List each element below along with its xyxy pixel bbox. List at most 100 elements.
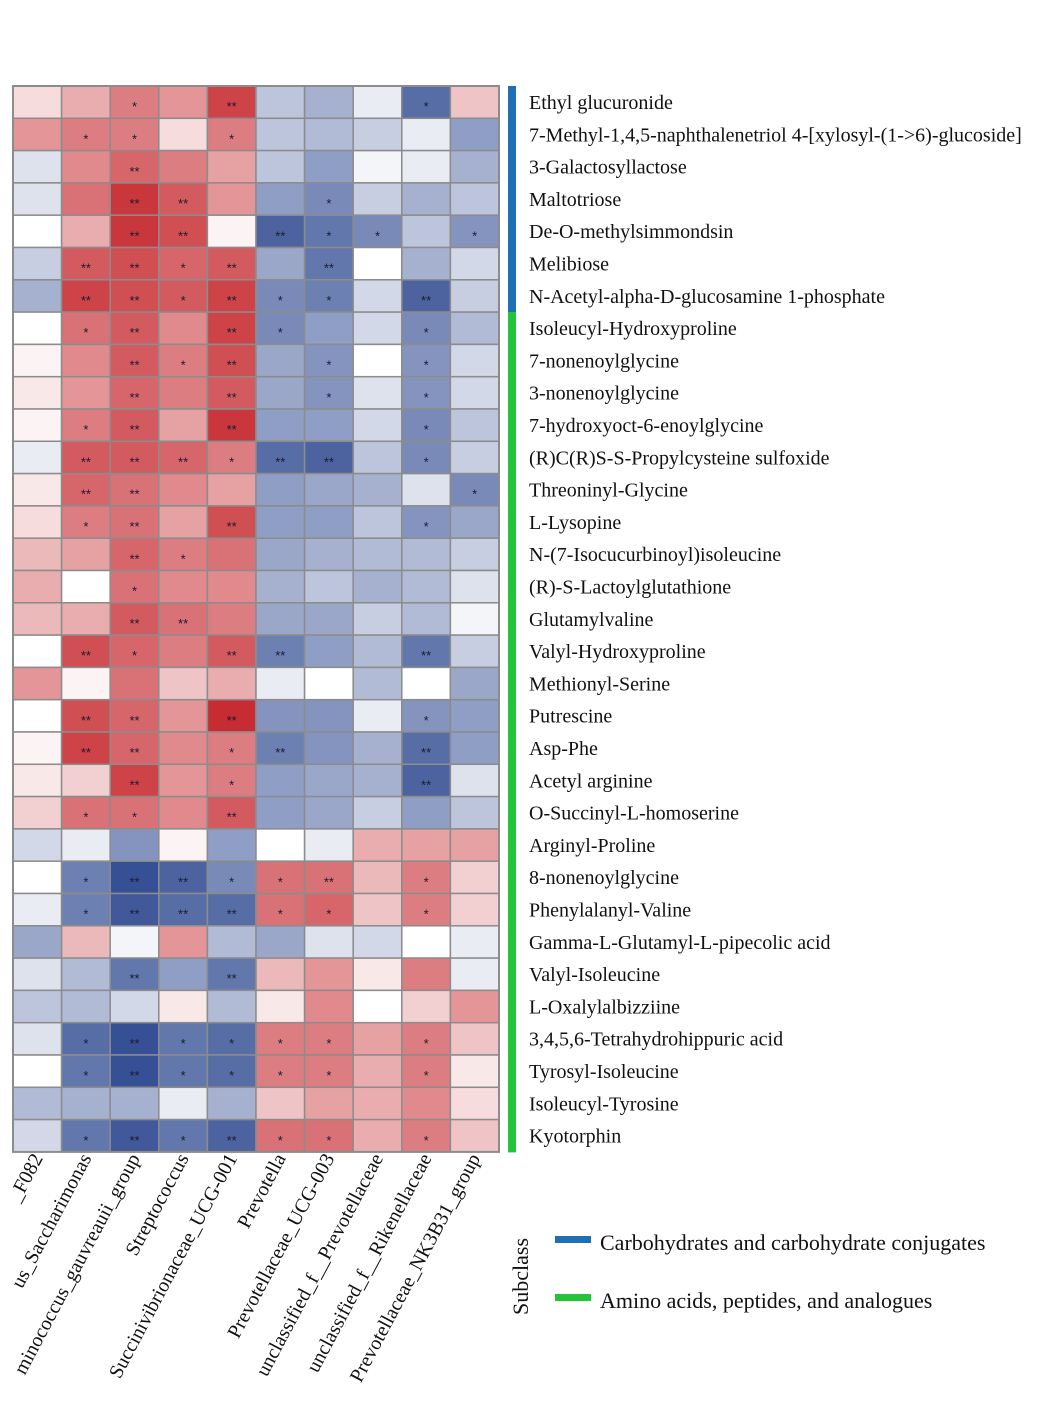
significance-mark: * — [424, 325, 429, 340]
significance-mark: * — [132, 584, 137, 599]
significance-mark: * — [83, 874, 88, 889]
heatmap-cell — [449, 440, 500, 475]
significance-mark: * — [278, 293, 283, 308]
significance-mark: ** — [129, 519, 139, 534]
significance-marks: * ** ** * ***** ** *** ** ** * * *** ** * ** **** ** * ** *… — [81, 99, 477, 1148]
heatmap-cell — [206, 182, 257, 216]
row-label: 3,4,5,6-Tetrahydrohippuric acid — [529, 1029, 783, 1051]
heatmap-cell — [352, 731, 403, 766]
heatmap-cell — [303, 1118, 354, 1153]
heatmap-cell — [303, 537, 354, 572]
heatmap-cell — [303, 666, 354, 701]
heatmap-cell — [352, 698, 403, 733]
significance-mark: ** — [129, 777, 139, 792]
significance-mark: ** — [178, 454, 188, 469]
heatmap-cell — [303, 763, 354, 798]
heatmap-cell — [60, 1118, 111, 1153]
heatmap-cell — [109, 602, 160, 636]
significance-mark: * — [326, 390, 331, 405]
significance-mark: * — [229, 1068, 234, 1083]
heatmap-cell — [158, 925, 209, 959]
legend-swatch — [555, 1236, 591, 1243]
heatmap-cell — [303, 472, 354, 507]
significance-mark: ** — [129, 1036, 139, 1051]
significance-mark: * — [424, 390, 429, 405]
significance-mark: * — [83, 519, 88, 534]
heatmap-cell — [206, 763, 257, 798]
subclass-bar-segment — [508, 505, 516, 539]
subclass-bar-segment — [508, 1022, 516, 1056]
row-label: Isoleucyl-Hydroxyproline — [529, 318, 737, 340]
significance-mark: ** — [129, 971, 139, 986]
significance-mark: * — [424, 358, 429, 373]
heatmap-cell — [255, 763, 306, 798]
heatmap-cell — [352, 860, 403, 895]
significance-mark: ** — [129, 1133, 139, 1148]
significance-mark: ** — [178, 874, 188, 889]
heatmap-cell — [303, 731, 354, 766]
heatmap-cell — [449, 214, 500, 249]
significance-mark: * — [132, 648, 137, 663]
heatmap-cell — [352, 117, 403, 152]
significance-mark: ** — [129, 422, 139, 437]
row-label: De-O-methylsimmondsin — [529, 221, 733, 243]
heatmap-cell — [449, 311, 500, 346]
subclass-bar-segment — [508, 570, 516, 604]
heatmap-cell — [206, 1086, 257, 1121]
heatmap-cell — [60, 828, 111, 862]
row-label: (R)-S-Lactoylglutathione — [529, 577, 731, 599]
heatmap-cell — [60, 731, 111, 766]
significance-mark: ** — [129, 745, 139, 760]
significance-mark: ** — [227, 810, 237, 825]
heatmap-cell — [401, 602, 452, 636]
heatmap-cell — [303, 279, 354, 313]
subclass-bar-segment — [508, 1087, 516, 1121]
significance-mark: ** — [129, 1068, 139, 1083]
significance-mark: ** — [129, 907, 139, 922]
heatmap-cell — [60, 343, 111, 378]
significance-mark: ** — [129, 390, 139, 405]
heatmap-cell — [352, 246, 403, 281]
row-label: L-Lysopine — [529, 512, 621, 534]
column-label: _F082 — [4, 1150, 48, 1206]
heatmap-cell — [449, 375, 500, 410]
significance-mark: ** — [81, 454, 91, 469]
row-label: Valyl-Hydroxyproline — [529, 641, 706, 663]
heatmap-cell — [303, 989, 354, 1024]
significance-mark: * — [83, 1133, 88, 1148]
heatmap-cell — [206, 602, 257, 636]
significance-mark: * — [181, 551, 186, 566]
heatmap-cell — [352, 375, 403, 410]
significance-mark: ** — [227, 99, 237, 114]
significance-mark: ** — [324, 874, 334, 889]
legend-swatch — [555, 1294, 591, 1301]
heatmap-cell — [60, 472, 111, 507]
row-label: 7-nonenoylglycine — [529, 350, 679, 372]
heatmap-cell — [303, 892, 354, 927]
heatmap-cell — [449, 408, 500, 443]
significance-mark: ** — [178, 228, 188, 243]
significance-mark: * — [181, 1068, 186, 1083]
heatmap-cell — [12, 860, 63, 895]
heatmap-cell — [109, 279, 160, 313]
heatmap-cell — [158, 828, 209, 862]
subclass-bar-segment — [508, 150, 516, 184]
subclass-bar-segment — [508, 409, 516, 442]
subclass-bar-segment — [508, 796, 516, 830]
significance-mark: ** — [178, 907, 188, 922]
subclass-bar-segment — [508, 118, 516, 152]
heatmap-cell — [158, 1086, 209, 1121]
significance-mark: ** — [227, 648, 237, 663]
significance-mark: ** — [227, 1133, 237, 1148]
heatmap-cell — [206, 472, 257, 507]
row-label: Gamma-L-Glutamyl-L-pipecolic acid — [529, 932, 831, 954]
significance-mark: ** — [227, 293, 237, 308]
significance-mark: * — [229, 131, 234, 146]
heatmap-cell — [352, 634, 403, 669]
heatmap-cell — [352, 408, 403, 443]
heatmap-cell — [60, 85, 111, 120]
heatmap-cell — [206, 989, 257, 1024]
significance-mark: * — [424, 1036, 429, 1051]
heatmap-cell — [255, 440, 306, 475]
subclass-bar-segment — [508, 764, 516, 798]
